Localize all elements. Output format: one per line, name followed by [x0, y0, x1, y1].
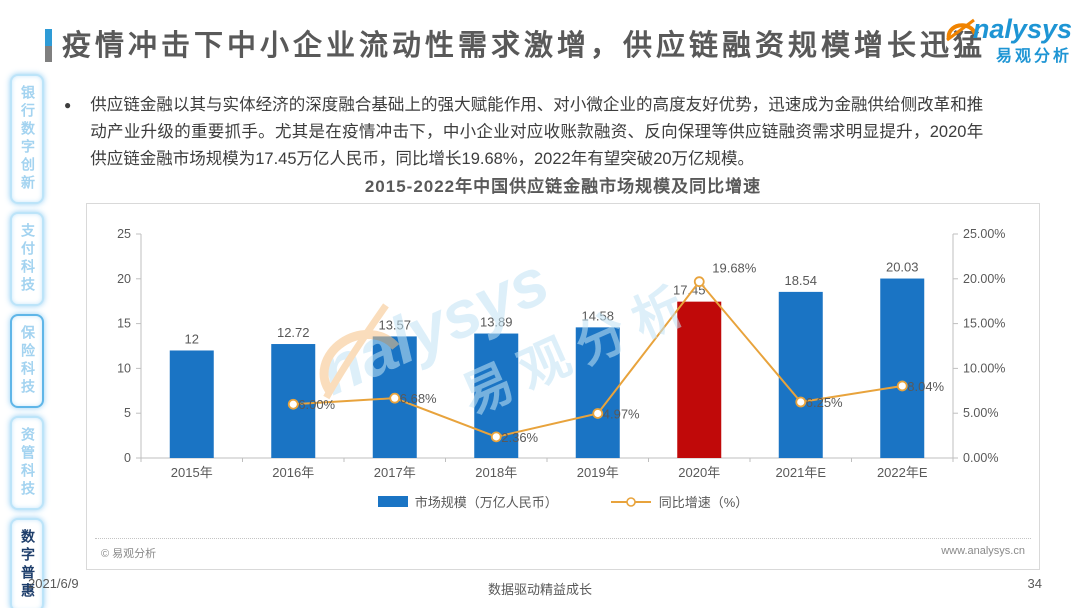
x-axis-label: 2019年 [577, 465, 619, 480]
bar-2022年E [880, 278, 925, 458]
bar-2019年 [575, 327, 620, 458]
bar-value-label: 18.54 [784, 273, 817, 288]
section-sidebar: 银行数字创新 支付科技 保险科技 资管科技 数字普惠 [6, 74, 48, 608]
footer-slogan: 数据驱动精益成长 [487, 582, 592, 597]
bar-2015年 [169, 350, 214, 458]
line-value-label: 8.04% [907, 379, 944, 394]
line-marker [389, 392, 401, 404]
bar-value-label: 13.57 [378, 317, 411, 332]
line-value-label: 6.25% [806, 395, 843, 410]
x-axis-label: 2022年E [877, 465, 928, 480]
bar-2020年 [677, 301, 722, 458]
x-axis-label: 2020年 [678, 465, 720, 480]
line-marker [592, 408, 604, 419]
summary-text: 供应链金融以其与实体经济的深度融合基础上的强大赋能作用、对小微企业的高度友好优势… [90, 96, 984, 168]
line-value-label: 4.97% [603, 406, 640, 421]
legend-item-growth-rate: 同比增速（%） [610, 492, 749, 511]
x-axis-label: 2015年 [171, 465, 213, 480]
summary-block: ● 供应链金融以其与实体经济的深度融合基础上的强大赋能作用、对小微企业的高度友好… [64, 92, 994, 173]
right-axis-tick-label: 5.00% [963, 406, 998, 420]
x-axis-label: 2018年 [475, 465, 517, 480]
x-axis-label: 2017年 [374, 465, 416, 480]
logo-text-cn: 易观分析 [995, 48, 1072, 65]
right-axis-tick-label: 25.00% [963, 227, 1005, 241]
bar-line-chart: 0 5 10 15 20 25 0.00% 5.00% 10.00% 15.00% 20.00% 25… [117, 227, 1005, 480]
sidebar-item-banking-digital-innovation[interactable]: 银行数字创新 [10, 74, 44, 204]
line-marker [896, 380, 908, 392]
legend-label-market-size: 市场规模（万亿人民币） [414, 495, 558, 510]
line-value-label: 19.68% [712, 261, 757, 276]
left-axis-tick-label: 20 [117, 272, 131, 286]
x-axis-label: 2021年E [775, 465, 826, 480]
bar-value-label: 14.58 [581, 308, 614, 323]
right-axis-tick-label: 20.00% [963, 272, 1005, 286]
footer-date: 2021/6/9 [28, 576, 79, 591]
title-accent-bottom [45, 46, 52, 62]
chart-title: 2015-2022年中国供应链金融市场规模及同比增速 [364, 177, 762, 196]
bar-value-label: 13.89 [480, 315, 513, 330]
line-marker [693, 276, 705, 288]
title-accent-bar [45, 29, 52, 62]
sidebar-item-asset-mgmt-tech[interactable]: 资管科技 [10, 416, 44, 510]
bar-value-label: 20.03 [886, 260, 919, 275]
left-axis-tick-label: 10 [117, 361, 131, 375]
left-axis-tick-label: 25 [117, 227, 131, 241]
left-axis-tick-label: 0 [124, 451, 131, 465]
footer-page-number: 34 [1027, 576, 1042, 591]
line-marker [795, 396, 807, 408]
legend-label-growth-rate: 同比增速（%） [658, 495, 749, 510]
chart-box: 0 5 10 15 20 25 0.00% 5.00% 10.00% 15.00% 20.00% 25… [86, 203, 1040, 570]
sidebar-item-insurance-tech[interactable]: 保险科技 [10, 314, 44, 408]
chart-divider [95, 538, 1031, 539]
right-axis-tick-label: 10.00% [963, 361, 1005, 375]
analysys-logo: nalysys 易观分析 [912, 12, 1072, 66]
chart-legend: 市场规模（万亿人民币） 同比增速（%） [87, 492, 1039, 511]
left-axis-tick-label: 5 [124, 406, 131, 420]
bar-value-label: 12 [185, 331, 199, 346]
chart-copyright: © 易观分析 [101, 548, 157, 560]
left-axis-tick-label: 15 [117, 317, 131, 331]
line-marker [287, 398, 299, 410]
right-axis-tick-label: 0.00% [963, 451, 998, 465]
chart-website: www.analysys.cn [941, 545, 1025, 557]
bullet-marker: ● [64, 98, 72, 112]
bar-value-label: 12.72 [277, 325, 310, 340]
x-axis-label: 2016年 [272, 465, 314, 480]
logo-text-en: nalysys [972, 14, 1072, 44]
bar-2021年E [778, 291, 823, 458]
right-axis-tick-label: 15.00% [963, 317, 1005, 331]
line-value-label: 2.36% [501, 430, 538, 445]
line-legend-icon [610, 496, 651, 507]
logo-swoosh-icon [946, 18, 977, 42]
sidebar-item-payment-tech[interactable]: 支付科技 [10, 212, 44, 306]
legend-item-market-size: 市场规模（万亿人民币） [377, 492, 558, 511]
line-value-label: 6.68% [400, 391, 437, 406]
line-marker [490, 431, 502, 443]
title-accent-top [45, 29, 52, 46]
sidebar-item-digital-inclusion[interactable]: 数字普惠 [10, 518, 44, 608]
line-value-label: 6.00% [298, 397, 335, 412]
bar-legend-swatch [377, 496, 408, 507]
page-title: 疫情冲击下中小企业流动性需求激增，供应链融资规模增长迅猛 [62, 30, 987, 62]
